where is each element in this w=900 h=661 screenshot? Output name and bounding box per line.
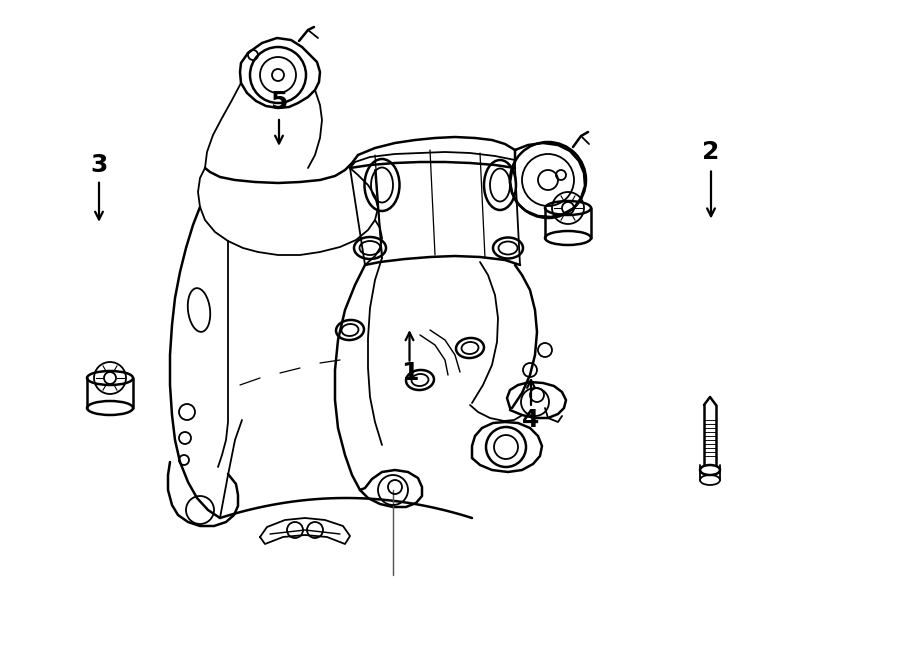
Polygon shape	[260, 518, 350, 544]
Text: 4: 4	[522, 408, 540, 432]
Text: 1: 1	[400, 362, 418, 385]
Text: 3: 3	[90, 153, 108, 177]
Text: 5: 5	[270, 91, 288, 114]
Text: 2: 2	[702, 140, 720, 164]
